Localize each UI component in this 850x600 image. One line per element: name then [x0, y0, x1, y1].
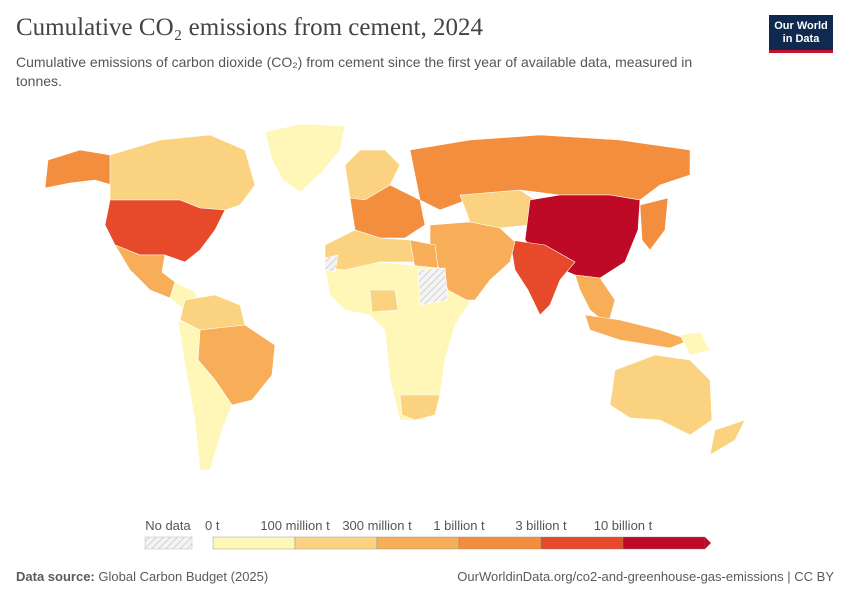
- legend-arrow: [705, 537, 711, 549]
- legend-no-data-label: No data: [145, 518, 191, 533]
- legend-swatch: [540, 536, 624, 550]
- subtitle: Cumulative emissions of carbon dioxide (…: [16, 54, 693, 89]
- country[interactable]: [264, 123, 346, 193]
- country[interactable]: [679, 331, 711, 356]
- country[interactable]: [177, 319, 233, 471]
- legend-swatch: [458, 536, 542, 550]
- country[interactable]: [639, 197, 669, 251]
- legend-label: 3 billion t: [515, 518, 567, 533]
- logo[interactable]: Our World in Data: [769, 15, 833, 53]
- country[interactable]: [709, 419, 746, 456]
- country[interactable]: [179, 294, 246, 331]
- source-value: Global Carbon Budget (2025): [98, 569, 269, 584]
- country[interactable]: [369, 289, 399, 313]
- legend-label: 100 million t: [260, 518, 330, 533]
- legend-swatch: [376, 536, 460, 550]
- country[interactable]: [417, 267, 449, 306]
- legend-label: 0 t: [205, 518, 220, 533]
- country[interactable]: [399, 394, 441, 421]
- url[interactable]: OurWorldinData.org/co2-and-greenhouse-ga…: [457, 569, 834, 584]
- country[interactable]: [324, 254, 339, 273]
- legend-label: 10 billion t: [594, 518, 653, 533]
- country[interactable]: [109, 134, 256, 211]
- map: No data 0 t 100 million t 300 million t 1 b…: [44, 123, 746, 550]
- source-label: Data source:: [16, 569, 95, 584]
- logo-text: in Data: [782, 33, 820, 45]
- legend-swatch: [622, 536, 706, 550]
- country[interactable]: [509, 239, 576, 316]
- country[interactable]: [44, 149, 113, 189]
- logo-text: Our World: [774, 20, 828, 32]
- legend-label: 300 million t: [342, 518, 412, 533]
- legend-swatch: [294, 536, 378, 550]
- legend-swatch: [212, 536, 296, 550]
- legend-label: 1 billion t: [433, 518, 485, 533]
- country[interactable]: [584, 314, 691, 349]
- title: Cumulative CO₂ emissions from cement, 20…: [16, 14, 483, 41]
- country[interactable]: [609, 354, 713, 436]
- legend-no-data-swatch: [144, 536, 193, 550]
- source: Data source: Global Carbon Budget (2025): [16, 569, 268, 584]
- country[interactable]: [104, 199, 226, 263]
